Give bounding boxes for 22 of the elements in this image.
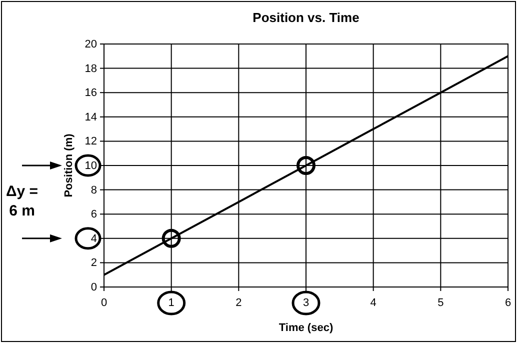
x-tick-label: 2 (236, 297, 242, 310)
y-tick-label: 12 (84, 136, 97, 148)
x-tick-label: 1 (168, 297, 174, 310)
x-tick-label: 0 (100, 297, 108, 310)
y-tick-label: 18 (84, 62, 97, 75)
x-tick-label: 4 (370, 297, 376, 310)
y-tick-label: 8 (90, 184, 97, 196)
x-tick-label: 6 (504, 297, 512, 310)
x-axis-title: Time (sec) (278, 322, 334, 334)
y-axis-title: Position (m) (63, 133, 75, 198)
y-tick-label: 14 (84, 111, 97, 124)
text: Δy = 6 m (6, 183, 38, 220)
x-tick-label: 3 (302, 297, 310, 310)
y-tick-label: 16 (84, 87, 97, 100)
y-tick-label: 0 (90, 282, 97, 294)
y-tick-label: 10 (84, 160, 97, 172)
y-tick-label: 2 (90, 257, 97, 270)
y-tick-label: 20 (84, 38, 97, 51)
y-tick-label: 6 (90, 208, 97, 221)
x-tick-label: 5 (438, 297, 444, 310)
y-tick-label: 4 (90, 232, 97, 245)
chart-title: Position vs. Time (252, 10, 360, 25)
